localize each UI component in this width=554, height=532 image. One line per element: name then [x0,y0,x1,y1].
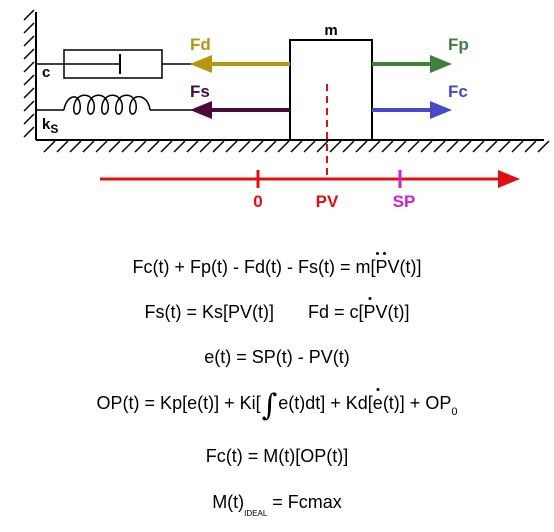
equation-pid-output: OP(t) = Kp[e(t)] + Ki[∫e(t)dt] + Kd[e(t)… [96,388,458,423]
ground-hatch-line [95,140,108,153]
ground-hatch-line [381,140,394,153]
ground-hatch-line [225,140,238,153]
ground-hatch-line [199,140,212,153]
equation-ideal-actuator: M(t)IDEAL = Fcmax [212,492,342,518]
equation-error: e(t) = SP(t) - PV(t) [204,347,350,367]
ground-hatch-line [446,140,459,153]
integral-sign: ∫ [261,388,278,423]
ground-hatch-line [82,140,95,153]
ground-hatch-line [251,140,264,153]
ground-hatch-line [394,140,407,153]
axis-arrowhead [498,170,520,188]
ground-hatch-line [511,140,524,153]
ground-hatch-line [147,140,160,153]
ground-hatch-line [524,140,537,153]
ground-hatch-line [329,140,342,153]
fd-arrow: Fd [190,35,290,73]
ground-hatch-line [264,140,277,153]
ground-hatch-line [277,140,290,153]
ground-hatch-line [290,140,303,153]
ground-hatch-line [108,140,121,153]
ground [36,139,550,153]
ground-hatch-line [303,140,316,153]
ground-hatch-line [472,140,485,153]
pv-label: PV [316,192,339,210]
ground-hatch-line [433,140,446,153]
mass-block: m [289,22,373,176]
ground-hatch-line [212,140,225,153]
mass-label: m [324,22,337,39]
fs-label: Fs [190,82,210,101]
ground-hatch-line [173,140,186,153]
fp-arrow: Fp [372,35,469,73]
zero-label: 0 [253,192,262,210]
equation-spring-damper: Fs(t) = Ks[PV(t)] Fd = c[PV(t)] [0,303,554,321]
spring-label: kS [42,116,58,136]
fc-arrow: Fc [372,82,468,119]
ground-hatch-line [368,140,381,153]
fd-label: Fd [190,35,211,54]
ground-hatch-line [420,140,433,153]
spring: kS [36,94,290,136]
ground-hatch-line [342,140,355,153]
fs-arrow: Fs [190,82,290,119]
ground-hatch-line [498,140,511,153]
equation-spring-force: Fs(t) = Ks[PV(t)] [144,302,274,322]
ground-hatch-line [134,140,147,153]
ground-hatch-line [407,140,420,153]
equation-control-force: Fc(t) = M(t)[OP(t)] [205,446,349,466]
ground-hatch-line [43,140,56,153]
ground-hatch-line [355,140,368,153]
ground-hatch-line [238,140,251,153]
fp-label: Fp [448,35,469,54]
sp-label: SP [393,192,416,210]
ground-hatch-line [316,140,329,153]
damper-label: c [42,64,50,81]
wall [23,9,37,140]
ground-hatch-line [537,140,550,153]
equation-damper-force: Fd = c[PV(t)] [307,302,410,322]
ground-hatch-line [69,140,82,153]
ground-hatch-line [485,140,498,153]
position-axis: 0 PV SP [100,170,520,210]
ground-hatch-line [56,140,69,153]
ground-hatch-line [121,140,134,153]
fc-label: Fc [448,82,468,101]
mass-spring-damper-diagram: c kS m Fd Fs [23,9,550,210]
ground-hatch-line [160,140,173,153]
equation-force-balance: Fc(t) + Fp(t) - Fd(t) - Fs(t) = m[PV(t)] [132,257,422,277]
ground-hatch-line [186,140,199,153]
ground-hatch-line [459,140,472,153]
